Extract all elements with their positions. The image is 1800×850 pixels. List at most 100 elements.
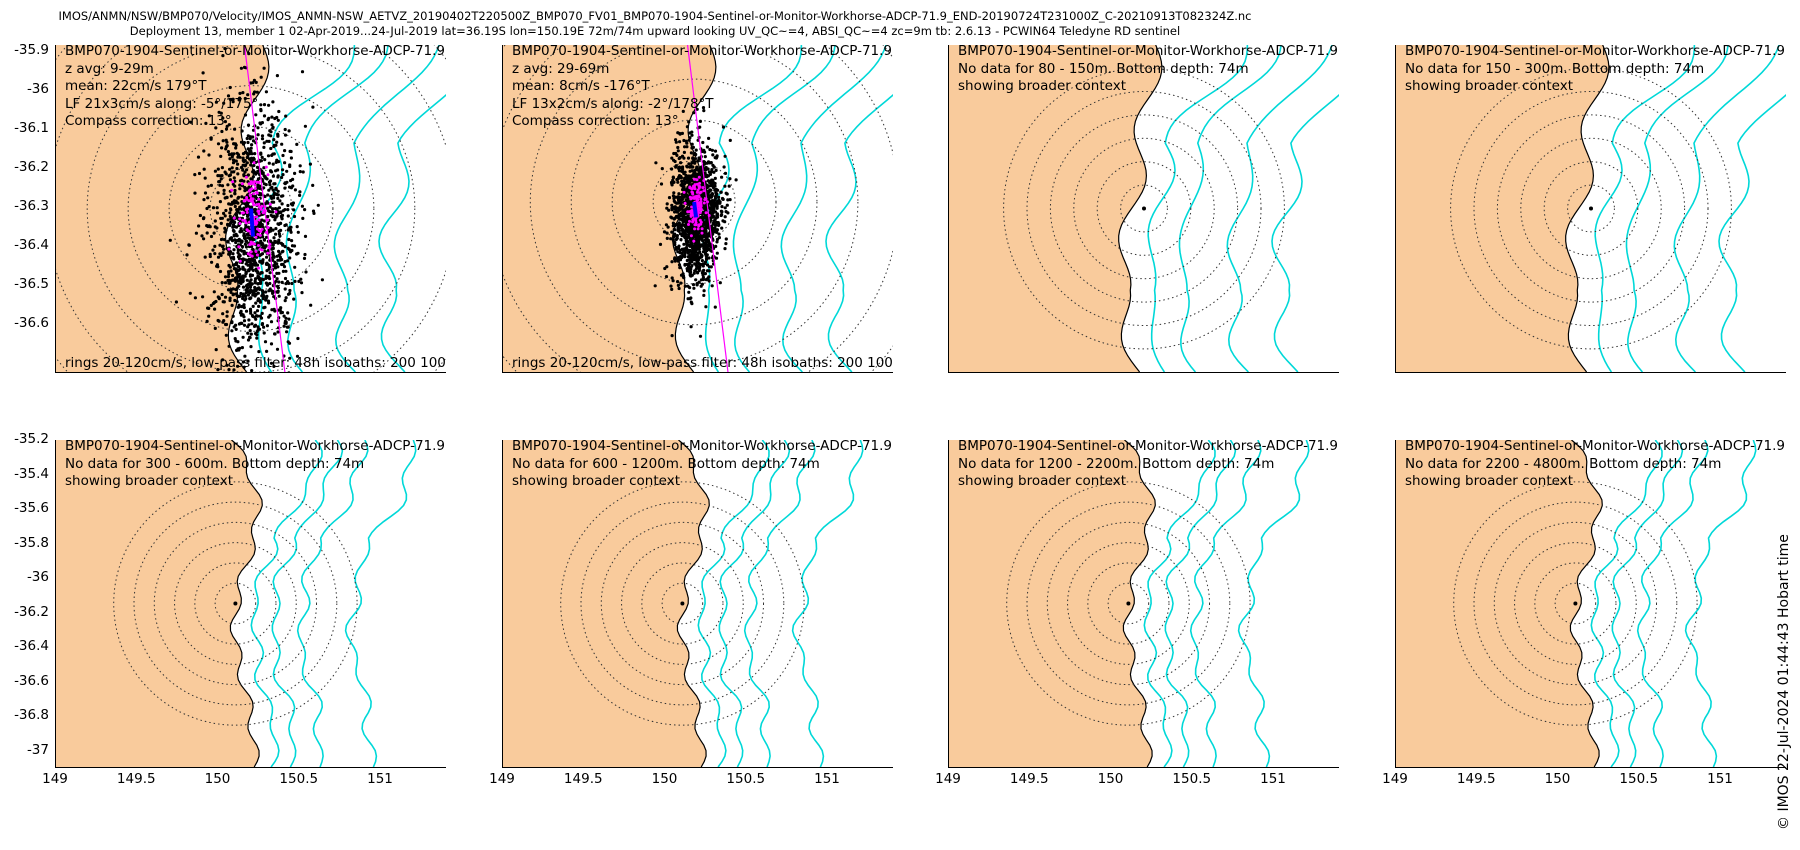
scatter-point <box>268 281 272 286</box>
annotation-line-1: BMP070-1904-Sentinel-or-Monitor-Workhors… <box>65 440 446 454</box>
mean-vector <box>249 208 255 237</box>
scatter-point <box>243 170 247 174</box>
scatter-point <box>228 173 232 177</box>
speed-ring-4 <box>1493 521 1658 686</box>
scatter-point <box>707 240 711 244</box>
scatter-point <box>234 225 239 229</box>
scatter-point <box>707 136 711 140</box>
scatter-point <box>672 196 676 201</box>
speed-ring-4 <box>600 521 765 686</box>
scatter-point <box>659 182 664 186</box>
lowpass-point <box>260 248 264 252</box>
scatter-point <box>283 276 288 281</box>
lowpass-point <box>264 165 268 169</box>
x-tick-label: 150.5 <box>726 771 766 787</box>
scatter-point <box>214 100 218 104</box>
scatter-point <box>669 284 673 288</box>
scatter-point <box>252 163 256 168</box>
scatter-point <box>691 174 695 178</box>
scatter-point <box>234 267 238 271</box>
scatter-point <box>689 256 693 260</box>
scatter-point <box>231 314 235 318</box>
scatter-point <box>249 288 253 292</box>
mooring-marker <box>1142 206 1146 211</box>
isobath-line-2 <box>285 45 389 372</box>
scatter-point <box>271 162 275 166</box>
x-tick-label: 151 <box>1260 771 1286 787</box>
scatter-point <box>722 165 726 169</box>
scatter-point <box>292 244 297 248</box>
scatter-point <box>203 255 207 259</box>
lowpass-point <box>255 253 259 257</box>
lowpass-point <box>254 250 258 253</box>
scatter-point <box>274 227 278 231</box>
scatter-point <box>249 160 253 164</box>
scatter-point <box>727 184 731 188</box>
scatter-point <box>704 305 708 309</box>
isobath-line-3 <box>1189 440 1262 767</box>
scatter-point <box>228 157 232 161</box>
scatter-point <box>698 250 702 254</box>
lowpass-point <box>699 203 703 207</box>
x-tick-label: 150 <box>651 771 678 787</box>
scatter-point <box>701 264 705 268</box>
scatter-point <box>268 129 272 133</box>
annotation-line-3: showing broader context <box>1405 78 1574 94</box>
scatter-point <box>699 255 704 259</box>
scatter-point <box>214 348 218 352</box>
scatter-point <box>241 142 246 146</box>
scatter-point <box>243 293 247 298</box>
scatter-point <box>264 90 268 94</box>
scatter-point <box>660 167 664 171</box>
scatter-point <box>243 234 247 238</box>
x-tick-label: 150.5 <box>1619 771 1659 787</box>
scatter-point <box>678 251 682 255</box>
lowpass-point <box>238 222 242 225</box>
scatter-point <box>273 266 278 270</box>
scatter-point <box>231 252 235 256</box>
scatter-point <box>719 213 723 218</box>
scatter-point <box>244 262 248 266</box>
speed-ring-1 <box>1120 184 1168 233</box>
lowpass-point <box>698 181 702 185</box>
scatter-point <box>697 235 701 240</box>
scatter-point <box>286 208 290 212</box>
x-tick-label: 149.5 <box>563 771 603 787</box>
mooring-marker <box>1126 601 1131 606</box>
lowpass-point <box>698 206 702 210</box>
scatter-point <box>270 123 274 127</box>
coastline <box>229 440 263 767</box>
scatter-point <box>243 113 248 117</box>
lowpass-point <box>240 182 244 186</box>
lowpass-point <box>697 175 701 179</box>
scatter-point <box>251 175 255 179</box>
lowpass-point <box>691 191 694 194</box>
scatter-point <box>300 204 304 208</box>
scatter-point <box>276 289 280 293</box>
scatter-point <box>202 237 206 241</box>
scatter-point <box>218 179 222 184</box>
scatter-point <box>246 153 250 157</box>
annotation-line-2: z avg: 29-69m <box>512 60 610 77</box>
scatter-point <box>224 322 228 327</box>
isobath-line-3 <box>743 440 816 767</box>
coastline <box>1569 440 1603 767</box>
map-canvas <box>56 440 417 767</box>
y-tick-label: -35.6 <box>14 500 49 516</box>
scatter-point <box>672 234 676 238</box>
scatter-point <box>233 298 237 303</box>
scatter-point <box>679 281 683 285</box>
scatter-point <box>711 184 715 188</box>
scatter-point <box>215 206 219 210</box>
scatter-point <box>231 225 235 229</box>
scatter-point <box>201 71 205 75</box>
scatter-point <box>240 346 244 350</box>
scatter-point <box>214 126 218 130</box>
scatter-point <box>272 307 276 311</box>
lowpass-point <box>256 227 259 231</box>
scatter-point <box>221 54 225 58</box>
scatter-point <box>670 183 674 187</box>
speed-ring-2 <box>194 562 277 645</box>
lowpass-point <box>246 229 250 233</box>
map-panel-5: BMP070-1904-Sentinel-or-Monitor-Workhors… <box>55 440 446 768</box>
